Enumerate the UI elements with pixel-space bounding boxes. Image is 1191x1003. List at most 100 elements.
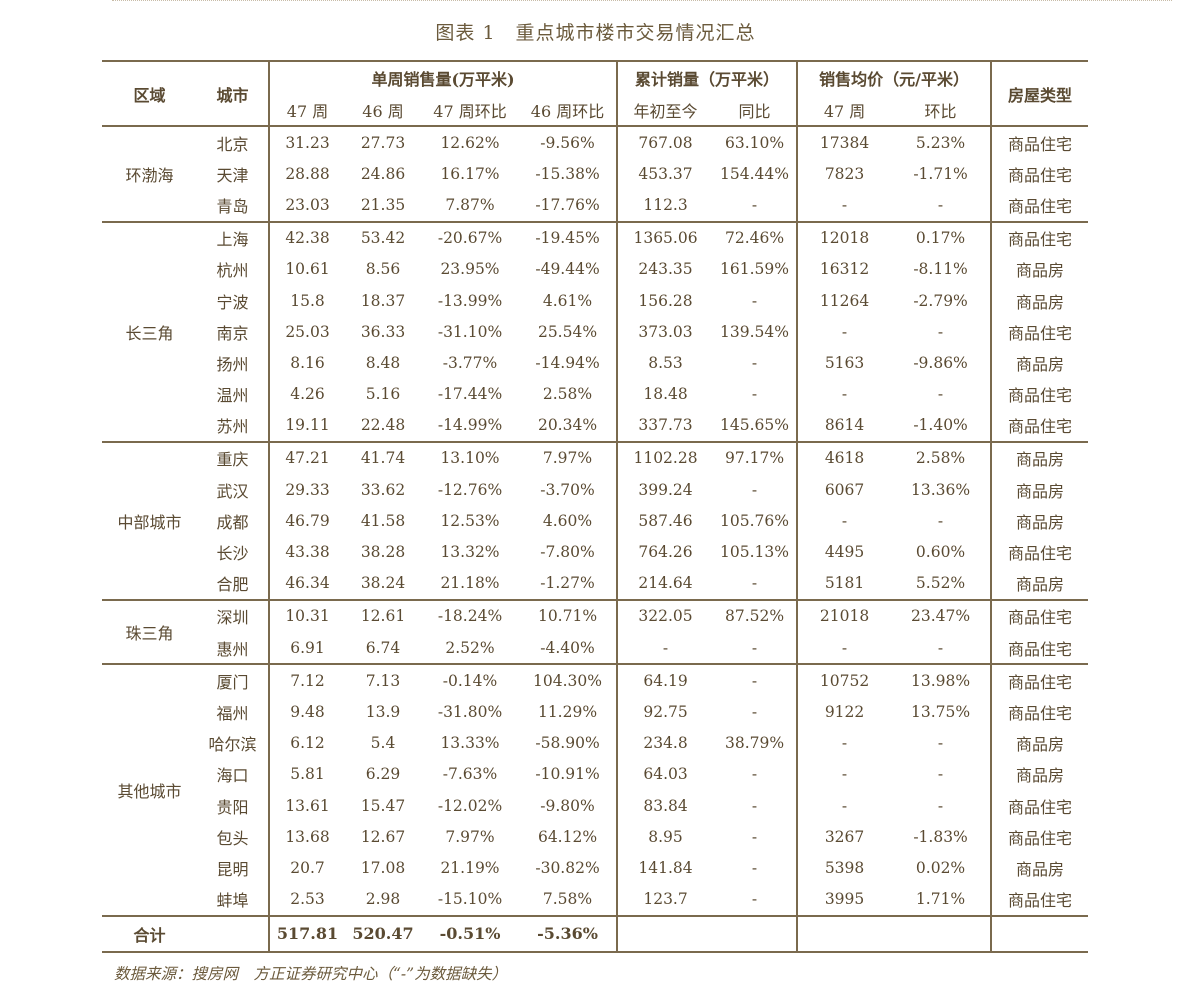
city-transactions-table: 区域 城市 单周销售量(万平米) 累计销量（万平米） 销售均价（元/平米） 房屋… — [102, 60, 1089, 953]
total-week46: 520.47 — [352, 924, 414, 944]
yoy-cell: 105.76% — [720, 511, 790, 530]
table-row: 昆明 20.7 17.08 21.19% -30.82% 141.84 - 5398 0.02%… — [102, 852, 1089, 884]
city-cell: 武汉 — [216, 481, 249, 501]
header-price-mom: 环比 — [924, 101, 957, 121]
city-cell: 合肥 — [216, 575, 249, 595]
house-type-cell: 商品住宅 — [990, 632, 1089, 665]
yoy-cell: 63.10% — [724, 133, 785, 152]
week47-mom-cell: -0.14% — [442, 671, 498, 690]
price-mom-cell: 0.17% — [915, 229, 966, 248]
city-cell: 贵阳 — [216, 797, 249, 817]
house-type-cell: 商品住宅 — [990, 126, 1089, 159]
week47-mom-cell: -14.99% — [437, 416, 503, 435]
price-week47-cell: - — [796, 632, 892, 665]
price-week47-cell: 8614 — [796, 409, 892, 442]
total-price-mom-cell — [891, 916, 991, 952]
week47-mom-cell: 16.17% — [440, 164, 500, 183]
week46-cell: 5.16 — [365, 385, 401, 404]
week46-mom-cell: -14.94% — [535, 353, 600, 372]
ytd-cell: 453.37 — [616, 158, 714, 190]
city-cell: 成都 — [216, 512, 249, 532]
header-yoy: 同比 — [738, 101, 771, 121]
table-row: 青岛 23.03 21.35 7.87% -17.76% 112.3 - - - 商品住宅 — [102, 189, 1089, 222]
week46-mom-cell: -1.27% — [540, 574, 595, 593]
table-row: 环渤海 北京 31.23 27.73 12.62% -9.56% 767.08 63.10% 1… — [102, 126, 1089, 185]
city-cell: 杭州 — [216, 261, 249, 281]
week46-cell: 6.29 — [365, 765, 401, 784]
week47-mom-cell: 23.95% — [440, 260, 500, 279]
house-type-cell: 商品住宅 — [990, 789, 1089, 822]
header-cumulative-sales: 累计销量（万平米） — [616, 61, 798, 94]
week46-mom-cell: 2.58% — [542, 385, 593, 404]
price-week47-cell: 16312 — [796, 253, 892, 285]
week46-cell: 6.74 — [365, 638, 401, 657]
price-week47-cell: 12018 — [796, 221, 892, 254]
price-mom-cell: -2.79% — [913, 291, 968, 310]
week47-mom-cell: 21.18% — [440, 574, 500, 593]
week46-mom-cell: 11.29% — [537, 702, 598, 721]
yoy-cell: 161.59% — [720, 260, 790, 279]
ytd-cell: 1365.06 — [616, 221, 714, 254]
price-mom-cell: -1.83% — [913, 827, 968, 846]
week46-cell: 38.24 — [360, 574, 406, 593]
total-row: 合计 517.81 520.47 -0.51% -5.36% — [102, 915, 1089, 952]
total-price-cell — [796, 915, 892, 952]
yoy-cell: - — [751, 638, 758, 657]
price-mom-cell: - — [937, 796, 944, 815]
week46-cell: 38.28 — [360, 543, 406, 562]
week47-mom-cell: -7.63% — [442, 765, 498, 784]
ytd-cell: 18.48 — [616, 378, 714, 410]
region-cell: 环渤海 — [125, 165, 174, 185]
total-label: 合计 — [133, 925, 166, 945]
price-mom-cell: 5.23% — [915, 133, 966, 152]
week46-mom-cell: 7.97% — [542, 449, 593, 468]
house-type-cell: 商品住宅 — [990, 664, 1089, 697]
week47-mom-cell: 2.52% — [445, 638, 495, 657]
yoy-cell: 105.13% — [720, 543, 790, 562]
week47-mom-cell: 13.33% — [440, 734, 500, 753]
week47-mom-cell: 21.19% — [440, 858, 500, 877]
week46-cell: 8.56 — [365, 260, 401, 279]
week46-cell: 18.37 — [360, 291, 406, 310]
week47-cell: 46.79 — [268, 505, 345, 537]
region-cell: 其他城市 — [117, 781, 182, 801]
header-week46-mom: 46 周环比 — [530, 101, 605, 121]
ytd-cell: 764.26 — [616, 536, 714, 568]
week46-cell: 7.13 — [365, 671, 401, 690]
city-cell: 青岛 — [216, 196, 249, 216]
city-cell: 长沙 — [216, 544, 249, 564]
house-type-cell: 商品房 — [990, 474, 1089, 506]
week46-mom-cell: -7.80% — [540, 543, 595, 562]
price-week47-cell: 17384 — [796, 126, 892, 159]
ytd-cell: 1102.28 — [616, 441, 714, 475]
week47-mom-cell: 7.87% — [445, 195, 495, 214]
house-type-cell: 商品住宅 — [990, 599, 1089, 632]
yoy-cell: - — [751, 671, 758, 690]
table-row: 其他城市 厦门 7.12 7.13 -0.14% 104.30% 64.19 - 10752 13… — [102, 664, 1089, 801]
house-type-cell: 商品房 — [990, 567, 1089, 600]
week47-mom-cell: -12.76% — [437, 480, 503, 499]
header-week46: 46 周 — [362, 101, 404, 121]
price-week47-cell: 4618 — [796, 441, 892, 475]
price-mom-cell: 0.60% — [915, 543, 966, 562]
week47-mom-cell: 13.32% — [440, 543, 500, 562]
week47-cell: 43.38 — [268, 536, 345, 568]
ytd-cell: 767.08 — [616, 126, 714, 159]
region-cell: 长三角 — [125, 323, 174, 343]
week46-mom-cell: -3.70% — [540, 480, 595, 499]
week46-cell: 41.58 — [360, 511, 406, 530]
table-row: 包头 13.68 12.67 7.97% 64.12% 8.95 - 3267 -1.83% 商品… — [102, 821, 1089, 853]
header-avg-price: 销售均价（元/平米） — [796, 61, 992, 94]
week46-cell: 2.98 — [365, 890, 401, 909]
price-mom-cell: - — [937, 511, 944, 530]
price-mom-cell: - — [937, 638, 944, 657]
yoy-cell: - — [751, 858, 758, 877]
city-cell: 惠州 — [216, 639, 249, 659]
price-mom-cell: 13.98% — [911, 671, 971, 690]
total-ytd-cell — [616, 915, 714, 952]
yoy-cell: - — [751, 291, 758, 310]
week47-cell: 10.61 — [268, 253, 345, 285]
city-cell: 厦门 — [216, 672, 249, 692]
house-type-cell: 商品住宅 — [990, 189, 1089, 222]
price-mom-cell: 23.47% — [911, 607, 971, 626]
